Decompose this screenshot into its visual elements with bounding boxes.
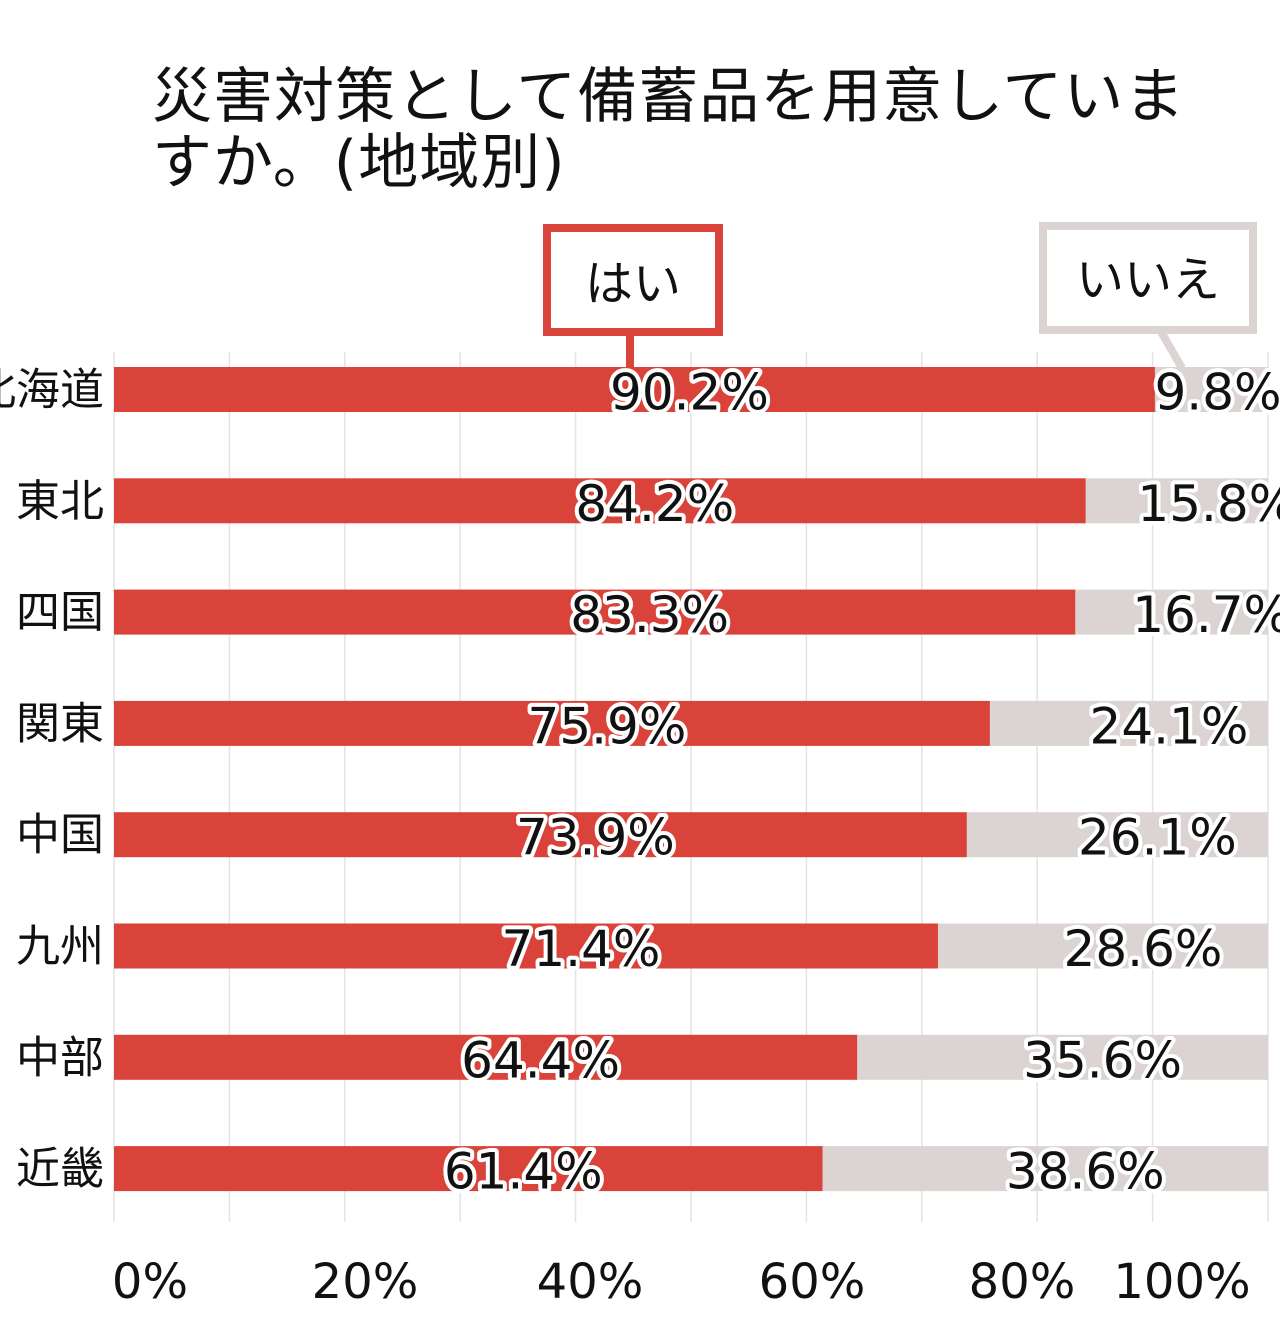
value-label-yes-7: 61.4% xyxy=(444,1143,603,1201)
value-label-no-1: 15.8% xyxy=(1137,475,1280,533)
legend-callouts: はい いいえ xyxy=(543,222,1257,371)
legend-no-box xyxy=(1039,222,1257,334)
category-label-5: 九州 xyxy=(16,921,104,972)
category-label-7: 近畿 xyxy=(16,1144,104,1195)
bar-yes-1 xyxy=(114,478,1086,524)
x-tick-label-2: 40% xyxy=(537,1254,644,1310)
bar-yes-3 xyxy=(114,700,990,746)
x-tick-label-5: 100% xyxy=(1113,1254,1250,1310)
legend-yes-box xyxy=(543,224,723,336)
x-tick-label-4: 80% xyxy=(969,1254,1076,1310)
value-label-yes-6: 64.4% xyxy=(461,1031,620,1089)
bar-yes-6 xyxy=(114,1034,858,1080)
value-label-yes-1: 84.2% xyxy=(575,475,734,533)
value-label-no-2: 16.7% xyxy=(1132,586,1280,644)
x-tick-label-3: 60% xyxy=(759,1254,866,1310)
category-label-3: 関東 xyxy=(16,698,104,749)
value-label-no-3: 24.1% xyxy=(1090,697,1249,755)
category-label-1: 東北 xyxy=(16,476,104,527)
legend-no-label: いいえ xyxy=(1076,252,1220,308)
category-labels: 北海道東北四国関東中国九州中部近畿 xyxy=(0,365,104,1195)
x-tick-label-0: 0% xyxy=(112,1254,188,1310)
category-label-2: 四国 xyxy=(16,587,104,638)
bar-no-7 xyxy=(822,1146,1268,1192)
value-label-no-0: 9.8% xyxy=(1154,364,1280,422)
bar-yes-0 xyxy=(114,367,1155,412)
chart-title: 災害対策として備蓄品を用意していますか。(地域別) xyxy=(152,62,1186,198)
bar-no-4 xyxy=(966,812,1268,858)
value-label-no-5: 28.6% xyxy=(1064,920,1223,978)
bar-no-1 xyxy=(1085,478,1268,524)
value-label-yes-5: 71.4% xyxy=(502,920,661,978)
value-label-yes-2: 83.3% xyxy=(570,586,729,644)
value-label-yes-3: 75.9% xyxy=(528,697,687,755)
value-labels: 90.2% 9.8% 84.2% 15.8% 83.3% 16.7% 75.9% 24.1% 7… xyxy=(440,360,1280,1205)
value-label-yes-0: 90.2% xyxy=(610,364,769,422)
value-label-no-7: 38.6% xyxy=(1006,1143,1165,1201)
bar-yes-2 xyxy=(114,589,1076,635)
bar-yes-7 xyxy=(114,1146,823,1192)
x-tick-labels: 0% 20% 40% 60% 80% 100% xyxy=(112,1254,1251,1310)
bar-no-5 xyxy=(937,923,1268,969)
bar-no-2 xyxy=(1075,589,1268,635)
x-tick-label-1: 20% xyxy=(312,1254,419,1310)
value-label-no-4: 26.1% xyxy=(1078,809,1237,867)
value-label-yes-4: 73.9% xyxy=(516,809,675,867)
legend-yes-label: はい xyxy=(585,256,681,312)
bar-no-3 xyxy=(989,700,1268,746)
bars xyxy=(114,367,1268,1192)
category-label-0: 北海道 xyxy=(0,365,104,416)
legend-no-pointer xyxy=(1156,327,1186,371)
bar-yes-4 xyxy=(114,812,967,858)
value-label-no-6: 35.6% xyxy=(1023,1031,1182,1089)
category-label-4: 中国 xyxy=(16,810,104,861)
category-label-6: 中部 xyxy=(16,1032,104,1083)
bar-no-0 xyxy=(1154,367,1268,412)
bar-yes-5 xyxy=(114,923,938,969)
bar-no-6 xyxy=(857,1034,1268,1080)
